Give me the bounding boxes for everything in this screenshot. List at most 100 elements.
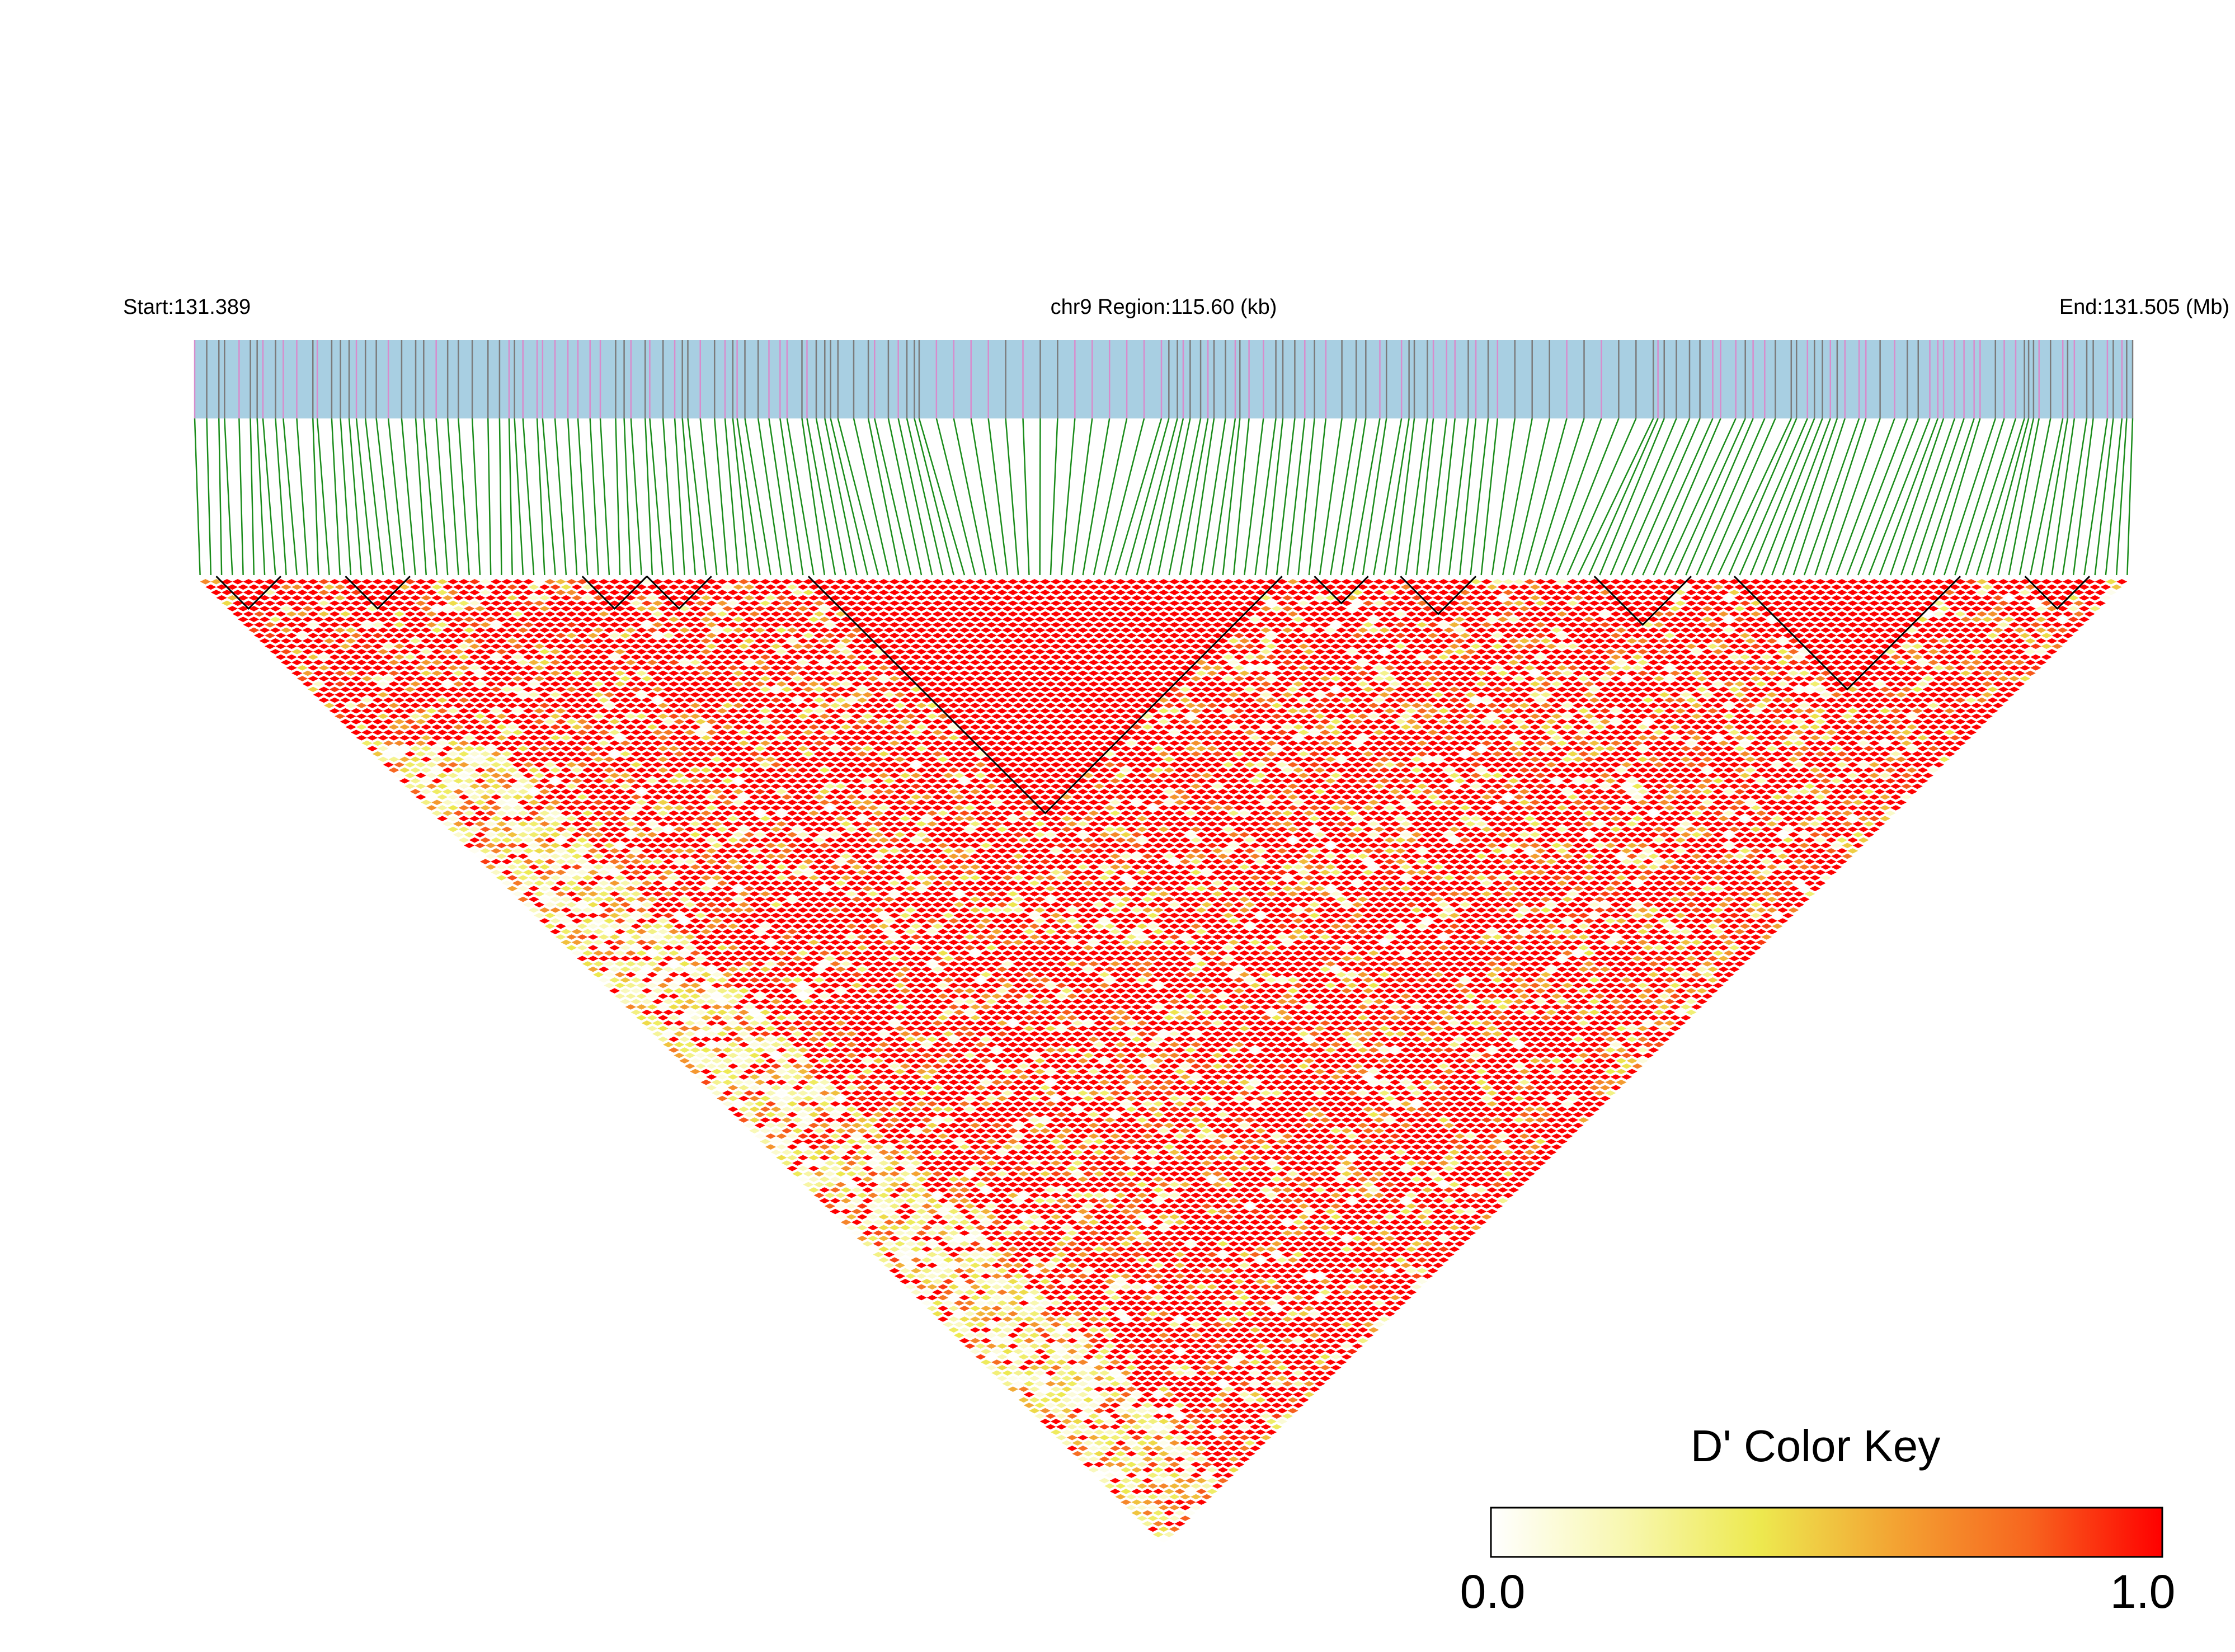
ld-cell: [894, 1165, 906, 1171]
ld-cell: [733, 1079, 744, 1085]
ld-cell: [819, 1058, 830, 1063]
ld-cell: [1056, 1370, 1067, 1376]
ld-cell: [1018, 1364, 1029, 1371]
ld-cell: [1126, 1440, 1137, 1446]
ld-cell: [1260, 1348, 1272, 1354]
ld-cell: [733, 1058, 744, 1063]
ld-cell: [442, 616, 453, 622]
ld-cell: [1039, 1397, 1051, 1403]
ld-cell: [873, 982, 884, 989]
ld-cell: [318, 665, 330, 671]
ld-cell: [867, 1171, 879, 1177]
snp-connector: [542, 418, 556, 576]
ld-cell: [372, 697, 383, 703]
ld-cell: [437, 643, 448, 649]
snp-connector: [206, 418, 212, 576]
ld-cell: [733, 961, 744, 967]
ld-cell: [663, 848, 674, 854]
ld-cell: [550, 649, 561, 655]
ld-cell: [1255, 1440, 1266, 1446]
ld-cell: [453, 735, 464, 741]
ld-cell: [657, 853, 669, 859]
ld-cell: [857, 1009, 868, 1015]
ld-cell: [738, 848, 750, 854]
ld-cell: [388, 746, 399, 751]
ld-cell: [415, 783, 426, 789]
ld-cell: [544, 665, 556, 671]
ld-cell: [857, 1106, 868, 1112]
ld-cell: [555, 891, 566, 897]
ld-cell: [878, 1095, 890, 1102]
ld-cell: [636, 875, 647, 881]
ld-cell: [991, 1208, 1003, 1215]
ld-cell: [679, 810, 690, 816]
ld-cell: [1093, 1300, 1105, 1306]
ld-cell: [630, 977, 642, 983]
ld-cell: [754, 982, 765, 989]
ld-cell: [566, 654, 577, 660]
ld-cell: [781, 1052, 793, 1058]
ld-cell: [561, 832, 572, 837]
ld-cell: [695, 837, 707, 843]
ld-cell: [641, 902, 652, 907]
ld-cell: [770, 869, 782, 876]
ld-cell: [824, 988, 836, 994]
ld-cell: [744, 1025, 755, 1032]
ld-cell: [684, 966, 695, 972]
ld-cell: [1056, 1144, 1067, 1150]
ld-cell: [835, 1117, 846, 1123]
ld-cell: [830, 993, 841, 999]
ld-cell: [1217, 1381, 1229, 1387]
ld-cell: [507, 670, 518, 676]
ld-cell: [609, 773, 620, 779]
ld-cell: [749, 1042, 760, 1048]
ld-cell: [1185, 1477, 1196, 1484]
ld-cell: [722, 896, 733, 902]
ld-cell: [980, 1101, 992, 1107]
ld-cell: [824, 1052, 836, 1058]
ld-cell: [329, 665, 340, 671]
ld-cell: [749, 891, 760, 897]
ld-cell: [1206, 1477, 1218, 1484]
ld-cell: [1002, 1198, 1013, 1204]
ld-cell: [528, 703, 539, 708]
ld-cell: [539, 789, 550, 794]
ld-cell: [781, 1074, 793, 1080]
ld-cell: [404, 740, 416, 746]
ld-cell: [878, 977, 890, 983]
ld-cell: [474, 821, 486, 827]
ld-cell: [744, 1069, 755, 1075]
ld-cell: [1126, 1289, 1137, 1295]
ld-cell: [442, 584, 453, 590]
ld-cell: [991, 1348, 1003, 1354]
ld-cell: [700, 993, 712, 999]
ld-cell: [1072, 1343, 1083, 1349]
ld-cell: [426, 686, 437, 693]
ld-cell: [399, 670, 410, 676]
ld-cell: [378, 692, 389, 698]
ld-cell: [1164, 1499, 1175, 1505]
ld-cell: [770, 1117, 782, 1123]
ld-cell: [453, 789, 464, 794]
ld-cell: [323, 649, 335, 655]
ld-cell: [1061, 1192, 1072, 1198]
ld-cell: [657, 778, 669, 784]
ld-cell: [448, 654, 459, 660]
ld-cell: [1287, 1376, 1298, 1381]
snp-connector: [1566, 418, 1637, 576]
snp-connector: [736, 418, 761, 576]
ld-cell: [959, 1241, 970, 1247]
ld-cell: [1034, 1306, 1046, 1311]
ld-cell: [647, 993, 658, 999]
ld-cell: [550, 767, 561, 773]
ld-cell: [959, 1263, 970, 1268]
ld-cell: [684, 891, 695, 897]
ld-cell: [1029, 1321, 1040, 1328]
ld-cell: [754, 1090, 765, 1096]
ld-cell: [824, 912, 836, 919]
ld-cell: [474, 638, 486, 644]
ld-cell: [744, 1015, 755, 1021]
ld-cell: [926, 1133, 938, 1139]
ld-cell: [458, 665, 469, 671]
ld-cell: [980, 1187, 992, 1193]
